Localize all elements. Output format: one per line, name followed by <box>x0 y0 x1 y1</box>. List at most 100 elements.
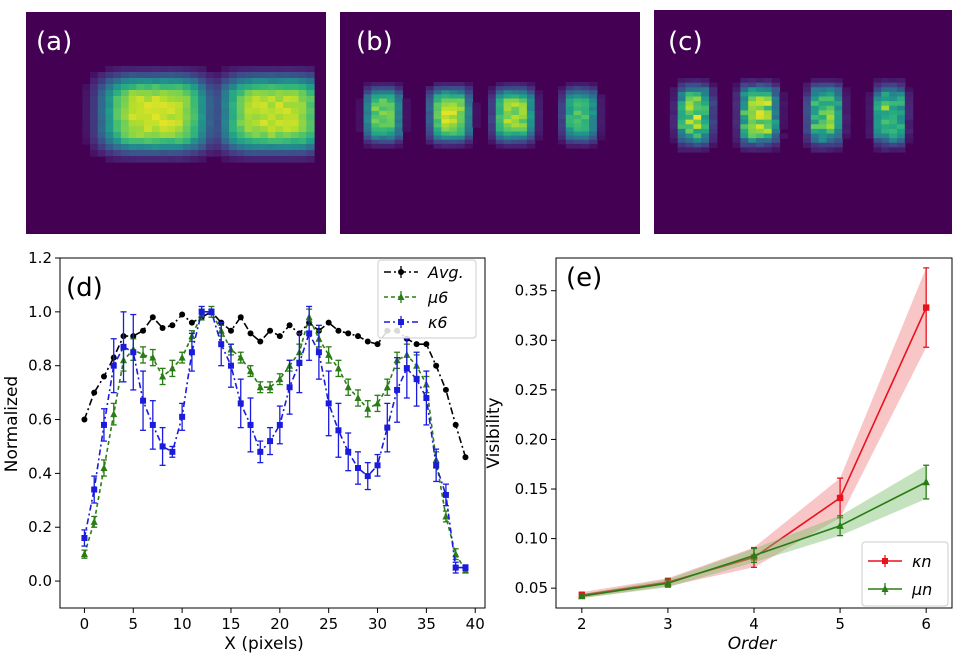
heatmap-cell <box>534 90 544 95</box>
heatmap-cell <box>167 126 176 133</box>
chart-d-series-0-point <box>149 314 156 321</box>
heatmap-cell <box>511 82 520 87</box>
heatmap-cell <box>167 90 176 97</box>
heatmap-cell <box>456 86 466 91</box>
heatmap-cell <box>229 78 238 85</box>
heatmap-cell <box>810 133 820 139</box>
chart-e-series-1-point <box>836 521 844 529</box>
heatmap-cell <box>306 150 315 157</box>
heatmap-cell <box>449 115 458 120</box>
heatmap-cell <box>581 127 590 133</box>
heatmap-cell <box>495 143 505 149</box>
heatmap-cell <box>182 132 192 139</box>
heatmap-cell <box>534 135 544 141</box>
heatmap-cell <box>873 138 882 144</box>
heatmap-cell <box>159 120 168 127</box>
chart-e-series-1-point <box>750 551 758 559</box>
heatmap-cell <box>803 110 812 116</box>
heatmap-cell <box>236 102 246 109</box>
heatmap-cell <box>756 82 765 88</box>
heatmap-cell <box>267 66 276 73</box>
heatmap-cell <box>425 106 435 112</box>
heatmap-cell <box>472 119 481 124</box>
heatmap-cell <box>709 105 718 111</box>
heatmap-cell <box>495 110 505 116</box>
heatmap-cell <box>144 156 153 163</box>
heatmap-cell <box>511 131 520 137</box>
heatmap-cell <box>151 72 161 79</box>
heatmap-cell <box>151 138 161 145</box>
heatmap-cell <box>732 124 741 130</box>
heatmap-cell <box>449 143 458 149</box>
heatmap-cell <box>709 87 718 93</box>
heatmap-cell <box>763 105 773 111</box>
heatmap-cell <box>756 124 765 130</box>
heatmap-cell <box>511 143 520 149</box>
heatmap-cell <box>425 86 435 91</box>
heatmap-cell <box>771 119 781 125</box>
heatmap-cell <box>306 102 315 109</box>
chart-d-xlabel: X (pixels) <box>224 634 303 654</box>
heatmap-cell <box>252 156 261 163</box>
heatmap-cell <box>842 101 851 107</box>
heatmap-cell <box>456 90 466 95</box>
y-tick-label: 1.2 <box>28 249 52 267</box>
heatmap-cell <box>740 133 749 139</box>
heatmap-cell <box>873 91 882 98</box>
heatmap-cell <box>190 78 199 85</box>
heatmap-cell <box>589 98 598 104</box>
heatmap-cell <box>236 126 246 133</box>
heatmap-cell <box>565 123 575 128</box>
heatmap-cell <box>213 78 222 85</box>
panel-c-label: (c) <box>668 27 703 57</box>
heatmap-cell <box>810 142 820 148</box>
heatmap-cell <box>897 115 906 121</box>
heatmap-cell <box>472 106 481 112</box>
chart-d-series-0-point <box>325 319 332 326</box>
heatmap-cell <box>190 66 199 73</box>
heatmap-cell <box>355 98 365 104</box>
heatmap-cell <box>756 96 765 102</box>
heatmap-cell <box>290 90 300 97</box>
heatmap-cell <box>897 82 906 88</box>
heatmap-cell <box>534 102 544 108</box>
heatmap-cell <box>803 91 812 98</box>
heatmap-cell <box>105 102 114 109</box>
heatmap-cell <box>748 138 757 144</box>
chart-d-legend-marker-0 <box>398 269 404 275</box>
heatmap-cell <box>128 144 137 151</box>
heatmap-cell <box>677 119 687 125</box>
heatmap-cell <box>275 90 284 97</box>
heatmap-cell <box>128 78 137 85</box>
heatmap-cell <box>449 98 458 104</box>
heatmap-cell <box>842 115 851 121</box>
heatmap-cell <box>904 105 914 111</box>
heatmap-cell <box>290 66 300 73</box>
heatmap-cell <box>464 110 474 116</box>
heatmap-cell <box>565 106 575 112</box>
heatmap-cell <box>449 123 458 128</box>
heatmap-cell <box>441 119 450 124</box>
heatmap-cell <box>151 90 161 97</box>
heatmap-cell <box>252 72 261 79</box>
heatmap-cell <box>379 82 388 87</box>
heatmap-cell <box>495 98 505 104</box>
heatmap-cell <box>298 126 307 133</box>
chart-d-series-0-point <box>286 322 293 329</box>
chart-d-series-0-point <box>442 386 449 393</box>
heatmap-cell <box>701 96 710 102</box>
heatmap-cell <box>779 91 788 98</box>
heatmap-cell <box>810 119 820 125</box>
heatmap-cell <box>873 78 882 84</box>
heatmap-cell <box>732 142 741 148</box>
heatmap-cell <box>290 96 300 103</box>
x-tick-label: 25 <box>319 615 338 633</box>
heatmap-cell <box>842 128 851 135</box>
x-tick-label: 15 <box>221 615 240 633</box>
heatmap-cell <box>283 120 292 127</box>
heatmap-cell <box>182 150 192 157</box>
heatmap-cell <box>355 119 365 124</box>
heatmap-cell <box>677 105 687 111</box>
chart-d-series-0-point <box>227 327 234 334</box>
heatmap-cell <box>771 124 781 130</box>
